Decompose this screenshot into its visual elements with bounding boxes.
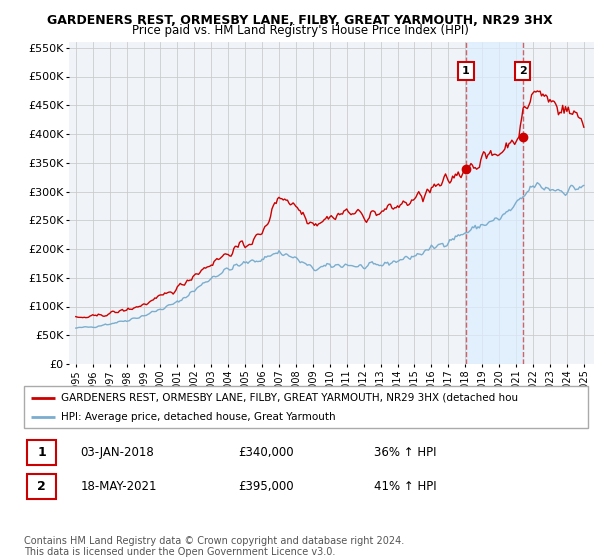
Text: GARDENERS REST, ORMESBY LANE, FILBY, GREAT YARMOUTH, NR29 3HX (detached hou: GARDENERS REST, ORMESBY LANE, FILBY, GRE… bbox=[61, 393, 518, 403]
Text: GARDENERS REST, ORMESBY LANE, FILBY, GREAT YARMOUTH, NR29 3HX: GARDENERS REST, ORMESBY LANE, FILBY, GRE… bbox=[47, 14, 553, 27]
Text: 36% ↑ HPI: 36% ↑ HPI bbox=[374, 446, 436, 459]
FancyBboxPatch shape bbox=[27, 474, 56, 499]
Text: 1: 1 bbox=[37, 446, 46, 459]
Text: HPI: Average price, detached house, Great Yarmouth: HPI: Average price, detached house, Grea… bbox=[61, 412, 335, 422]
Text: Contains HM Land Registry data © Crown copyright and database right 2024.
This d: Contains HM Land Registry data © Crown c… bbox=[24, 535, 404, 557]
FancyBboxPatch shape bbox=[27, 440, 56, 465]
Text: £340,000: £340,000 bbox=[238, 446, 294, 459]
Text: 18-MAY-2021: 18-MAY-2021 bbox=[80, 480, 157, 493]
Text: 1: 1 bbox=[462, 66, 470, 76]
Text: Price paid vs. HM Land Registry's House Price Index (HPI): Price paid vs. HM Land Registry's House … bbox=[131, 24, 469, 36]
Bar bbox=[466, 42, 523, 364]
Text: 2: 2 bbox=[37, 480, 46, 493]
Text: 2: 2 bbox=[518, 66, 526, 76]
Text: £395,000: £395,000 bbox=[238, 480, 294, 493]
Text: 41% ↑ HPI: 41% ↑ HPI bbox=[374, 480, 436, 493]
Text: 03-JAN-2018: 03-JAN-2018 bbox=[80, 446, 154, 459]
